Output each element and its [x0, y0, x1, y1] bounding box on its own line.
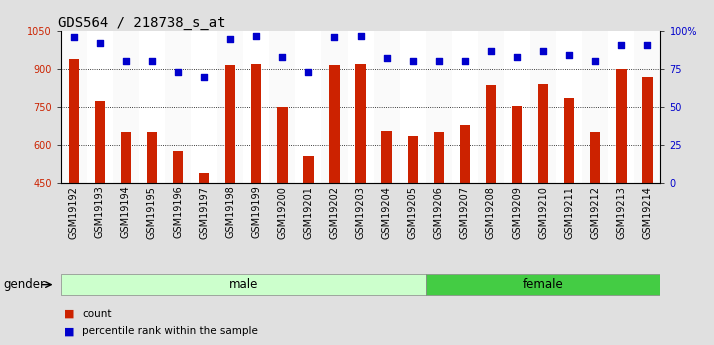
Bar — [608, 31, 634, 183]
Bar — [512, 106, 522, 183]
Bar — [191, 31, 217, 183]
Bar — [634, 31, 660, 183]
Bar — [296, 31, 321, 183]
Text: gender: gender — [4, 278, 46, 291]
Bar — [87, 31, 113, 183]
Bar — [564, 98, 574, 183]
Bar — [426, 31, 452, 183]
Point — [94, 40, 106, 46]
Bar — [269, 31, 296, 183]
Bar — [199, 173, 209, 183]
Text: count: count — [82, 309, 111, 319]
Point — [511, 54, 523, 60]
Point — [172, 69, 183, 75]
Bar — [373, 31, 400, 183]
Point — [224, 36, 236, 41]
Point — [381, 56, 393, 61]
Bar — [452, 31, 478, 183]
Point — [615, 42, 627, 48]
Text: male: male — [228, 278, 258, 291]
Bar — [504, 31, 530, 183]
Point — [538, 48, 549, 53]
Text: GDS564 / 218738_s_at: GDS564 / 218738_s_at — [58, 16, 225, 30]
Point — [328, 34, 340, 40]
Text: ■: ■ — [64, 309, 75, 319]
Point — [276, 54, 288, 60]
Bar — [121, 132, 131, 183]
Point — [120, 59, 131, 64]
Bar — [460, 125, 470, 183]
Bar — [139, 31, 165, 183]
Bar — [582, 31, 608, 183]
Bar — [61, 31, 87, 183]
Bar — [348, 31, 373, 183]
Bar — [147, 132, 157, 183]
Bar — [400, 31, 426, 183]
Bar — [225, 65, 236, 183]
Point — [68, 34, 79, 40]
Bar — [590, 132, 600, 183]
Bar — [243, 31, 269, 183]
Bar — [616, 69, 627, 183]
Point — [433, 59, 445, 64]
Bar — [486, 86, 496, 183]
Point — [642, 42, 653, 48]
Point — [251, 33, 262, 38]
Bar — [329, 65, 340, 183]
Bar — [642, 77, 653, 183]
Bar — [277, 107, 288, 183]
Text: female: female — [523, 278, 563, 291]
Bar — [426, 274, 660, 295]
Bar — [61, 274, 426, 295]
Point — [563, 52, 575, 58]
Bar — [538, 84, 548, 183]
Bar — [113, 31, 139, 183]
Point — [459, 59, 471, 64]
Bar — [165, 31, 191, 183]
Bar — [478, 31, 504, 183]
Text: percentile rank within the sample: percentile rank within the sample — [82, 326, 258, 336]
Bar — [94, 101, 105, 183]
Bar — [433, 132, 444, 183]
Bar — [408, 136, 418, 183]
Point — [303, 69, 314, 75]
Point — [146, 59, 158, 64]
Bar — [303, 156, 313, 183]
Point — [355, 33, 366, 38]
Bar — [356, 64, 366, 183]
Point — [407, 59, 418, 64]
Bar — [217, 31, 243, 183]
Text: ■: ■ — [64, 326, 75, 336]
Point — [486, 48, 497, 53]
Bar — [381, 131, 392, 183]
Bar — [173, 151, 183, 183]
Bar — [530, 31, 556, 183]
Bar — [321, 31, 348, 183]
Bar — [556, 31, 582, 183]
Bar — [69, 59, 79, 183]
Bar — [251, 64, 261, 183]
Point — [590, 59, 601, 64]
Point — [198, 74, 210, 79]
